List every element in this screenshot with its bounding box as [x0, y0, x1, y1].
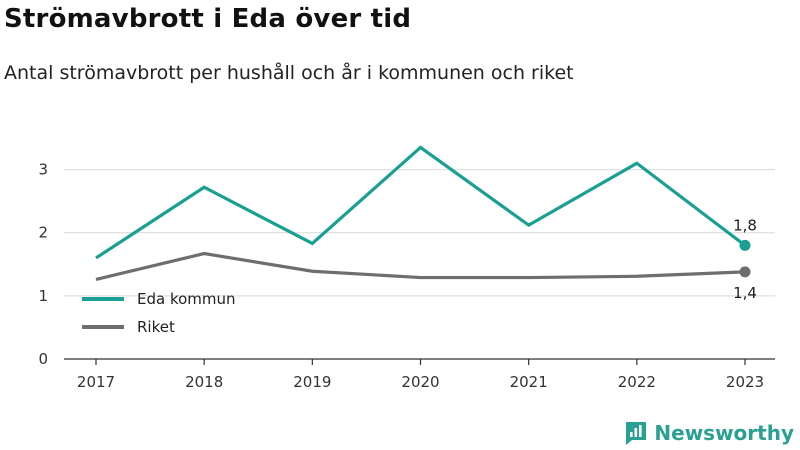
x-tick-label: 2021 — [510, 373, 548, 391]
y-tick-label: 3 — [38, 161, 48, 179]
chart-subtitle: Antal strömavbrott per hushåll och år i … — [4, 62, 574, 84]
newsworthy-logo-icon — [626, 422, 647, 445]
x-tick-label: 2017 — [77, 373, 115, 391]
x-tick-label: 2019 — [293, 373, 331, 391]
x-tick-label: 2020 — [401, 373, 439, 391]
chart-title: Strömavbrott i Eda över tid — [4, 4, 412, 34]
legend-label-riket: Riket — [137, 318, 175, 336]
newsworthy-logo: Newsworthy — [624, 420, 794, 446]
y-tick-label: 0 — [38, 350, 48, 368]
data-label-riket: 1,4 — [733, 284, 757, 302]
data-label-eda-kommun: 1,8 — [733, 216, 757, 234]
y-tick-label: 1 — [38, 287, 48, 305]
y-tick-label: 2 — [38, 224, 48, 242]
end-point-riket — [739, 266, 751, 278]
x-tick-label: 2022 — [618, 373, 656, 391]
x-tick-label: 2018 — [185, 373, 223, 391]
end-point-eda-kommun — [739, 239, 751, 251]
series-line-eda-kommun — [95, 145, 746, 260]
series-line-riket — [95, 251, 746, 281]
brand-name: Newsworthy — [654, 421, 794, 445]
legend-label-eda-kommun: Eda kommun — [137, 290, 236, 308]
x-tick-label: 2023 — [726, 373, 764, 391]
